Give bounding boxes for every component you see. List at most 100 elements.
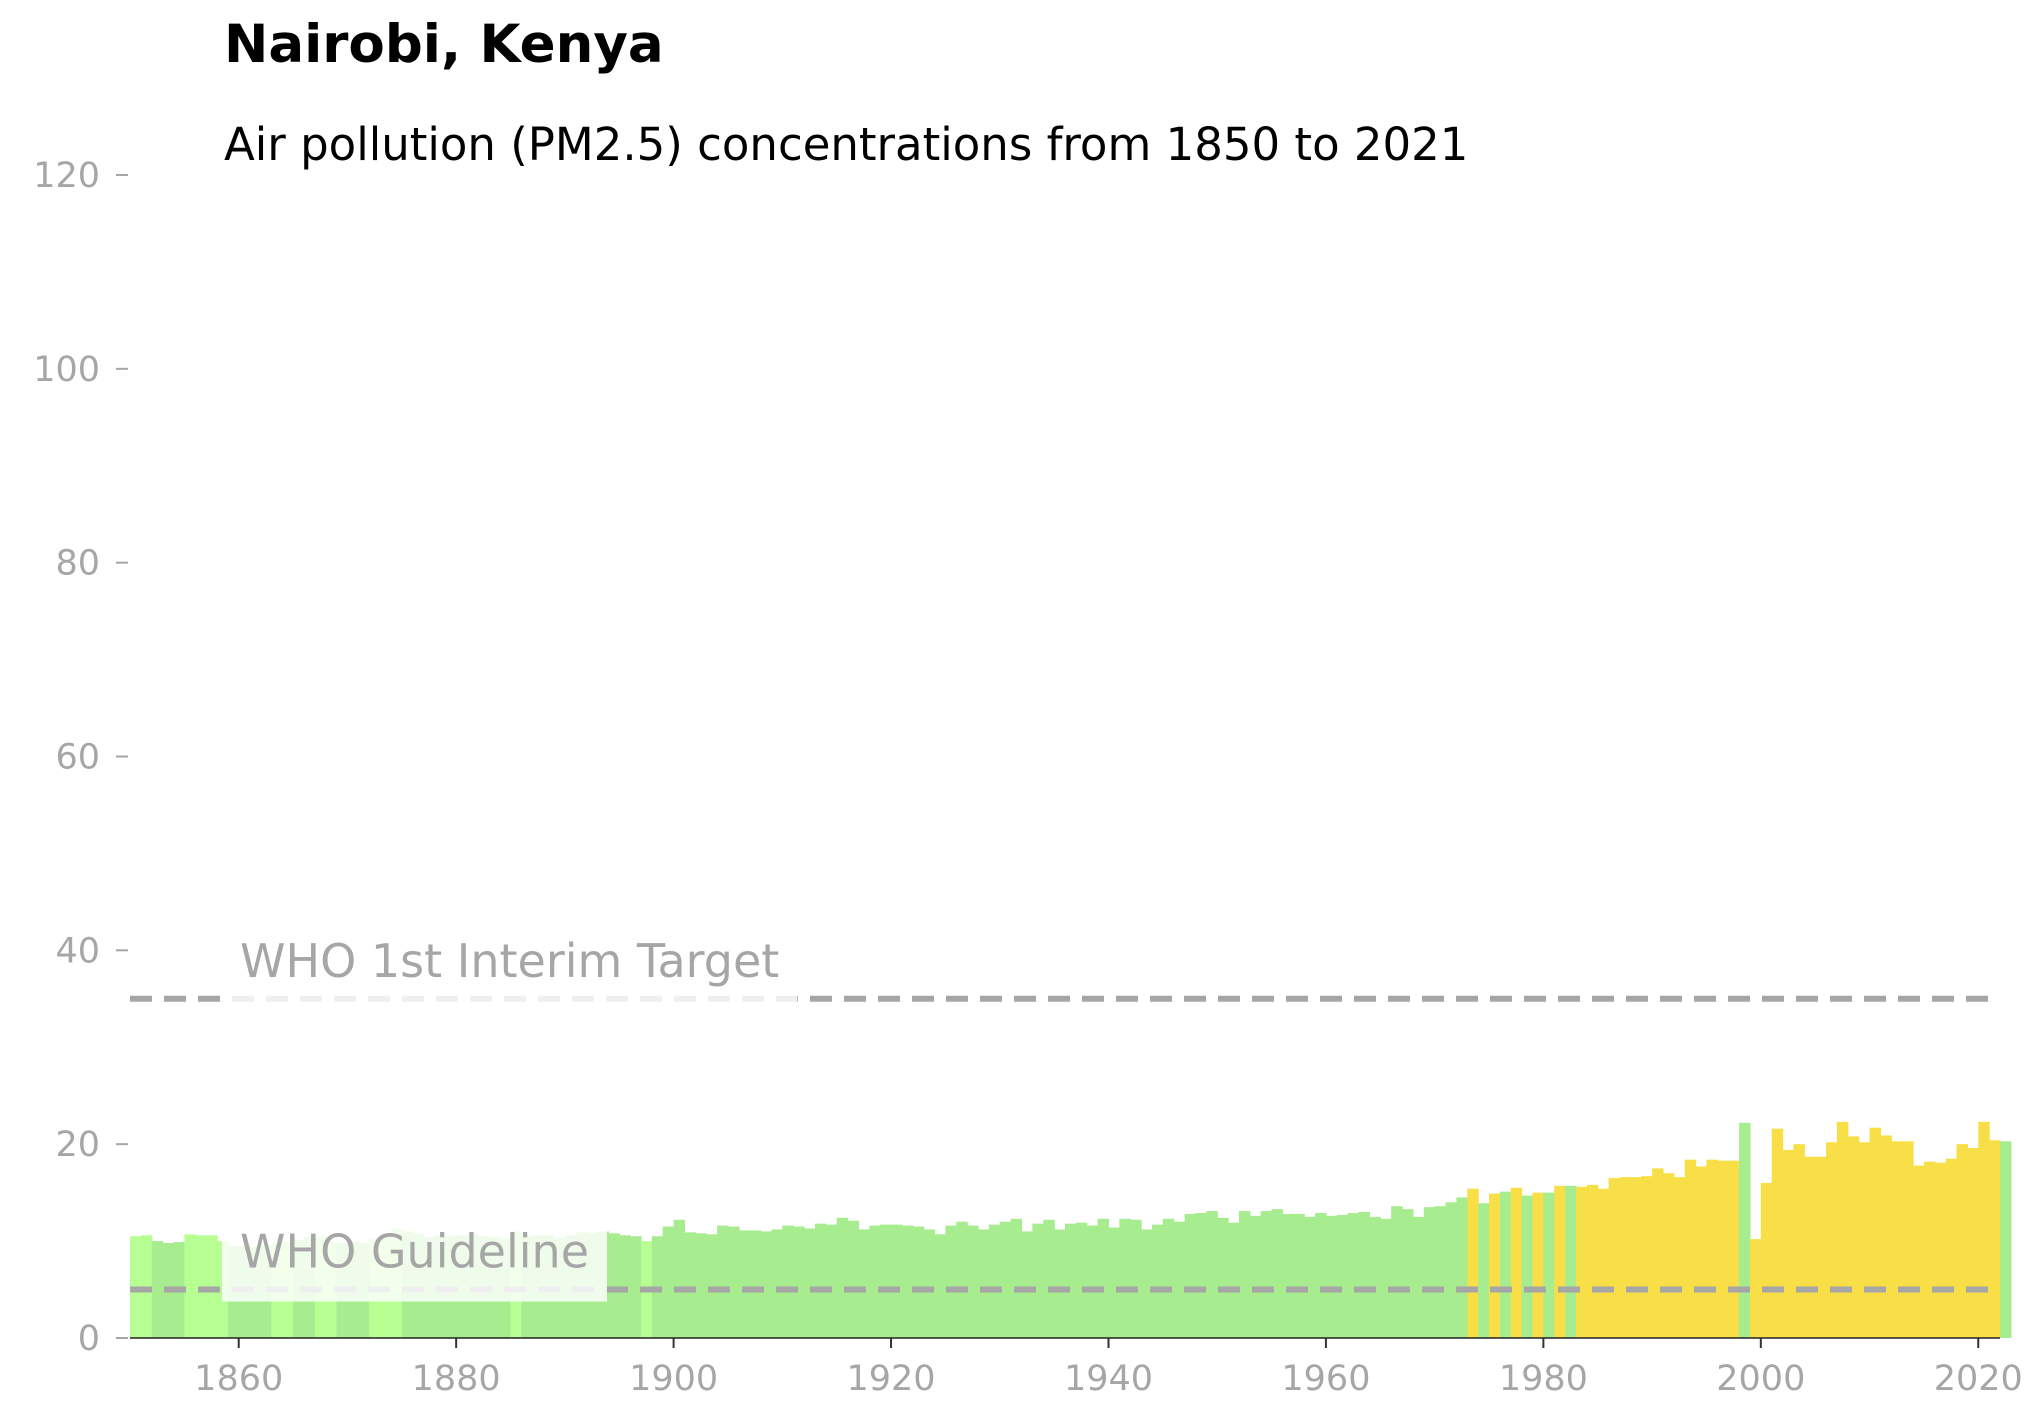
bar-1997 xyxy=(1728,1160,1740,1338)
bar-1949 xyxy=(1206,1211,1218,1338)
bar-1938 xyxy=(1086,1225,1099,1338)
bar-1981 xyxy=(1554,1185,1566,1338)
y-tick-label-0: 0 xyxy=(78,1319,100,1359)
bar-2004 xyxy=(1804,1156,1816,1338)
bar-2019 xyxy=(1967,1148,1979,1338)
x-tick-label-1900: 1900 xyxy=(629,1359,718,1399)
bar-1902 xyxy=(695,1233,707,1338)
bar-1921 xyxy=(901,1225,914,1338)
bar-1940 xyxy=(1108,1227,1120,1338)
bar-1984 xyxy=(1586,1184,1599,1338)
bar-1972 xyxy=(1456,1197,1468,1338)
bar-1993 xyxy=(1684,1159,1697,1338)
bar-1917 xyxy=(858,1229,870,1338)
bar-2008 xyxy=(1847,1136,1860,1338)
axes-layer: 0 20 40 60 80 100 120 1860 1880 1900 1920 1940 1960 1… xyxy=(33,156,2023,1399)
bar-1966 xyxy=(1391,1206,1403,1338)
x-tick-label-1940: 1940 xyxy=(1064,1359,1153,1399)
reference-label-box-1 xyxy=(222,1222,607,1302)
bar-1933 xyxy=(1032,1223,1044,1338)
bar-2022 xyxy=(2000,1141,2012,1338)
bar-1909 xyxy=(771,1229,783,1338)
bar-1944 xyxy=(1151,1224,1164,1338)
bar-1905 xyxy=(727,1226,740,1338)
bar-2000 xyxy=(1760,1182,1773,1338)
bar-1967 xyxy=(1402,1209,1414,1338)
bar-1924 xyxy=(934,1234,946,1338)
x-tick-label-1960: 1960 xyxy=(1281,1359,1370,1399)
bar-1947 xyxy=(1184,1213,1197,1338)
bar-1950 xyxy=(1217,1217,1229,1338)
bar-1978 xyxy=(1521,1195,1534,1338)
reference-label-0: WHO 1st Interim Target xyxy=(240,934,779,988)
bar-1899 xyxy=(662,1226,675,1338)
bar-1941 xyxy=(1119,1218,1131,1338)
bar-1901 xyxy=(684,1232,696,1338)
bar-1908 xyxy=(760,1231,773,1338)
bar-1988 xyxy=(1630,1177,1642,1338)
bar-1916 xyxy=(847,1220,860,1338)
bar-1934 xyxy=(1043,1219,1055,1338)
bar-1960 xyxy=(1325,1215,1338,1338)
bar-1939 xyxy=(1097,1218,1110,1338)
bar-2009 xyxy=(1858,1142,1871,1338)
bar-2010 xyxy=(1869,1127,1881,1338)
bar-1910 xyxy=(782,1225,794,1338)
reference-label-box-0 xyxy=(222,931,798,1011)
bar-1985 xyxy=(1597,1188,1610,1338)
y-tick-label-100: 100 xyxy=(33,350,100,390)
bar-1992 xyxy=(1673,1177,1686,1338)
bar-1923 xyxy=(923,1229,936,1338)
bar-1920 xyxy=(891,1224,903,1338)
bar-1957 xyxy=(1293,1213,1305,1338)
bar-1911 xyxy=(793,1226,805,1338)
y-tick-label-120: 120 xyxy=(33,156,100,196)
bar-1943 xyxy=(1141,1229,1153,1338)
bar-2017 xyxy=(1945,1158,1958,1338)
bar-1907 xyxy=(749,1230,762,1338)
bar-1945 xyxy=(1162,1218,1175,1338)
bar-1970 xyxy=(1434,1206,1447,1338)
bar-1982 xyxy=(1565,1185,1577,1338)
bar-1994 xyxy=(1695,1166,1708,1338)
bar-1896 xyxy=(630,1236,642,1338)
bar-1930 xyxy=(999,1221,1012,1338)
bar-1913 xyxy=(814,1223,827,1338)
bar-1926 xyxy=(956,1221,968,1338)
bar-1855 xyxy=(184,1234,196,1338)
chart-title: Nairobi, Kenya xyxy=(224,14,664,75)
bar-1956 xyxy=(1282,1213,1294,1338)
bar-1971 xyxy=(1445,1202,1457,1338)
bar-1954 xyxy=(1260,1211,1273,1338)
bar-1961 xyxy=(1336,1214,1349,1338)
bar-1927 xyxy=(967,1225,979,1338)
bar-1958 xyxy=(1304,1216,1316,1338)
y-tick-label-60: 60 xyxy=(55,738,100,778)
y-tick-label-20: 20 xyxy=(55,1125,100,1165)
bar-2014 xyxy=(1913,1165,1925,1338)
bar-1951 xyxy=(1228,1222,1240,1338)
bar-1946 xyxy=(1173,1221,1186,1338)
bar-1925 xyxy=(945,1225,957,1338)
bar-1948 xyxy=(1195,1212,1207,1338)
bar-2003 xyxy=(1793,1144,1805,1338)
bar-1999 xyxy=(1749,1239,1762,1338)
x-tick-label-2000: 2000 xyxy=(1716,1359,1805,1399)
bar-1937 xyxy=(1075,1222,1088,1338)
bar-1964 xyxy=(1369,1216,1381,1338)
bar-1929 xyxy=(988,1224,1001,1338)
reference-lines-layer: WHO 1st Interim Target WHO Guideline xyxy=(130,931,2000,1302)
bar-1959 xyxy=(1315,1212,1327,1338)
bar-1989 xyxy=(1641,1176,1653,1338)
bar-1932 xyxy=(1021,1231,1033,1338)
bar-1894 xyxy=(608,1233,620,1338)
bar-2015 xyxy=(1923,1161,1936,1338)
bar-1942 xyxy=(1130,1219,1142,1338)
bar-1974 xyxy=(1478,1203,1490,1338)
bar-1973 xyxy=(1467,1188,1479,1338)
bar-1998 xyxy=(1739,1122,1751,1338)
bar-1900 xyxy=(673,1219,686,1338)
bar-1986 xyxy=(1608,1178,1621,1338)
bar-2012 xyxy=(1891,1141,1903,1338)
